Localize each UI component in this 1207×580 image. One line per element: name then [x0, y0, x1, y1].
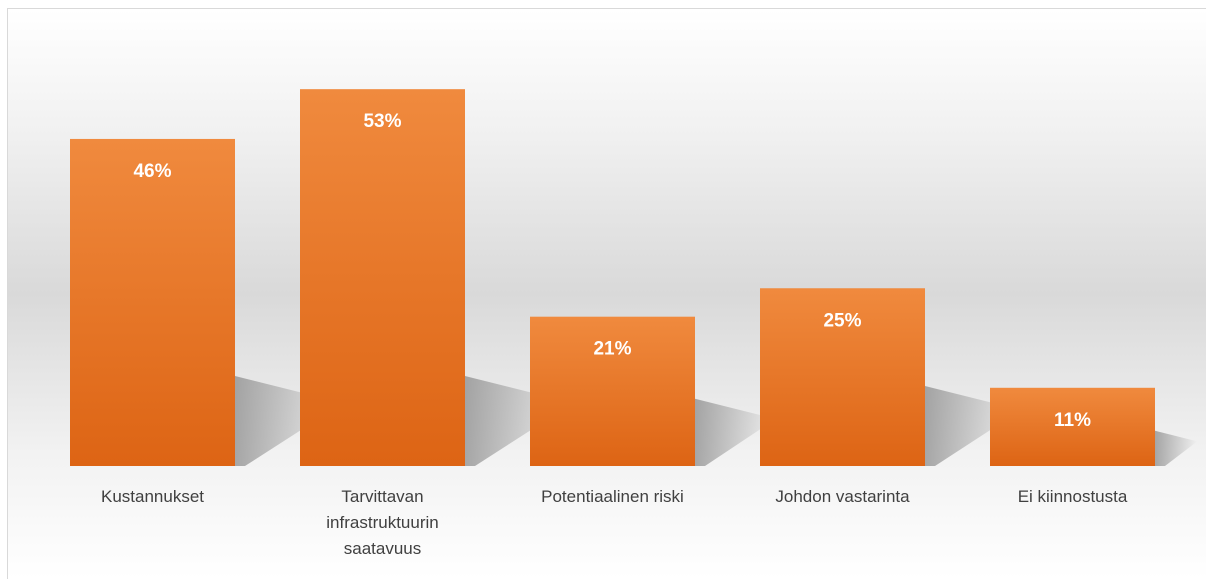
data-label: 46%	[133, 161, 171, 182]
data-label: 25%	[823, 310, 861, 331]
data-label: 11%	[1054, 410, 1091, 431]
data-label: 21%	[593, 339, 631, 360]
x-tick-label: Johdon vastarinta	[775, 487, 910, 506]
bar	[530, 316, 695, 466]
bar	[70, 138, 235, 466]
bar	[990, 387, 1155, 466]
data-label: 53%	[363, 111, 401, 132]
bar-shadow	[1155, 430, 1198, 466]
bar	[300, 89, 465, 467]
x-tick-label: Potentiaalinen riski	[541, 487, 684, 506]
bar-shadow	[695, 398, 776, 466]
x-tick-label: Tarvittavan infrastruktuurin saatavuus	[326, 487, 439, 558]
bar	[760, 288, 925, 466]
x-tick-label: Ei kiinnostusta	[1017, 487, 1128, 506]
x-tick-label: Kustannukset	[100, 487, 204, 506]
